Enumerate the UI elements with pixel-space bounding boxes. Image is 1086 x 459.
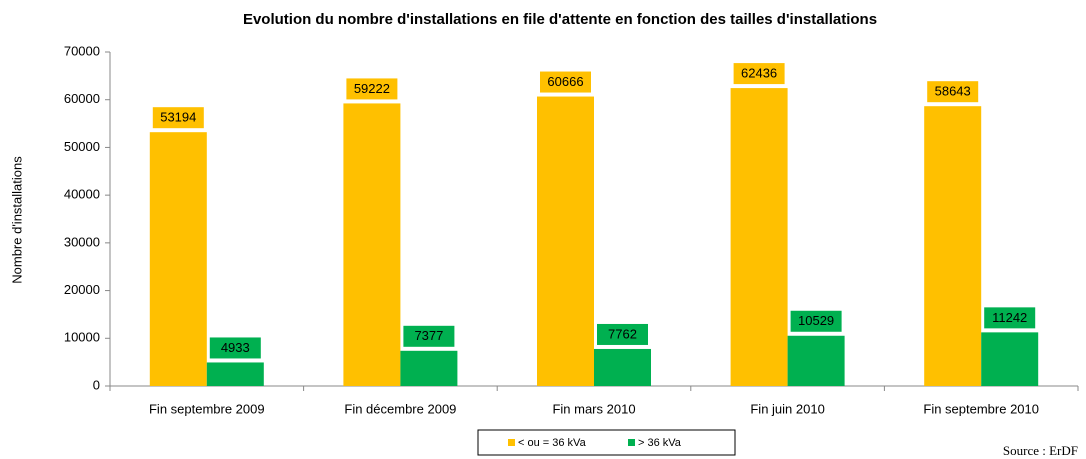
bar [206,362,264,386]
legend-box [477,429,736,456]
data-label: 62436 [741,66,777,81]
data-label-box [595,321,650,347]
data-label: 10529 [798,313,834,328]
x-tick-label: Fin mars 2010 [552,401,635,416]
data-label-box [788,308,844,334]
source: Source : ErDF [1003,443,1078,458]
y-tick-label: 20000 [64,282,100,297]
bar [981,332,1039,386]
data-label: 60666 [547,74,583,89]
y-tick-label: 50000 [64,139,100,154]
legend-label: < ou = 36 kVa [518,437,587,449]
y-tick-label: 0 [93,377,100,392]
data-label: 59222 [354,81,390,96]
y-tick-label: 30000 [64,234,100,249]
x-tick-label: Fin juin 2010 [750,401,824,416]
bar [924,106,982,386]
y-tick-label: 60000 [64,91,100,106]
legend-swatch [508,439,515,446]
data-label-box [401,323,457,349]
bar [787,335,845,386]
bar [400,350,458,386]
bar [149,132,207,386]
y-tick-label: 40000 [64,187,100,202]
chart-title: Evolution du nombre d'installations en f… [243,11,877,28]
bar [343,103,401,387]
legend-swatch [628,439,635,446]
data-label-box [150,105,206,131]
data-label-box [925,79,981,105]
data-label: 53194 [160,110,196,125]
data-label: 58643 [935,84,971,99]
data-label-box [982,305,1038,331]
bar [594,348,651,386]
data-label: 4933 [221,340,250,355]
data-label-box [731,61,787,87]
legend-label: > 36 kVa [638,437,682,449]
data-label: 7762 [608,326,637,341]
bar [537,96,594,387]
y-tick-label: 10000 [64,330,100,345]
x-tick-label: Fin septembre 2010 [923,401,1039,416]
data-label-box [538,69,593,95]
y-axis-label: Nombre d'installations [9,156,24,284]
data-label: 11242 [992,310,1027,325]
data-label-box [344,76,400,102]
x-tick-label: Fin décembre 2009 [344,401,456,416]
bar [730,88,788,386]
data-label-box [207,335,263,361]
y-tick-label: 70000 [64,43,100,58]
x-tick-label: Fin septembre 2009 [149,401,265,416]
data-label: 7377 [414,328,443,343]
